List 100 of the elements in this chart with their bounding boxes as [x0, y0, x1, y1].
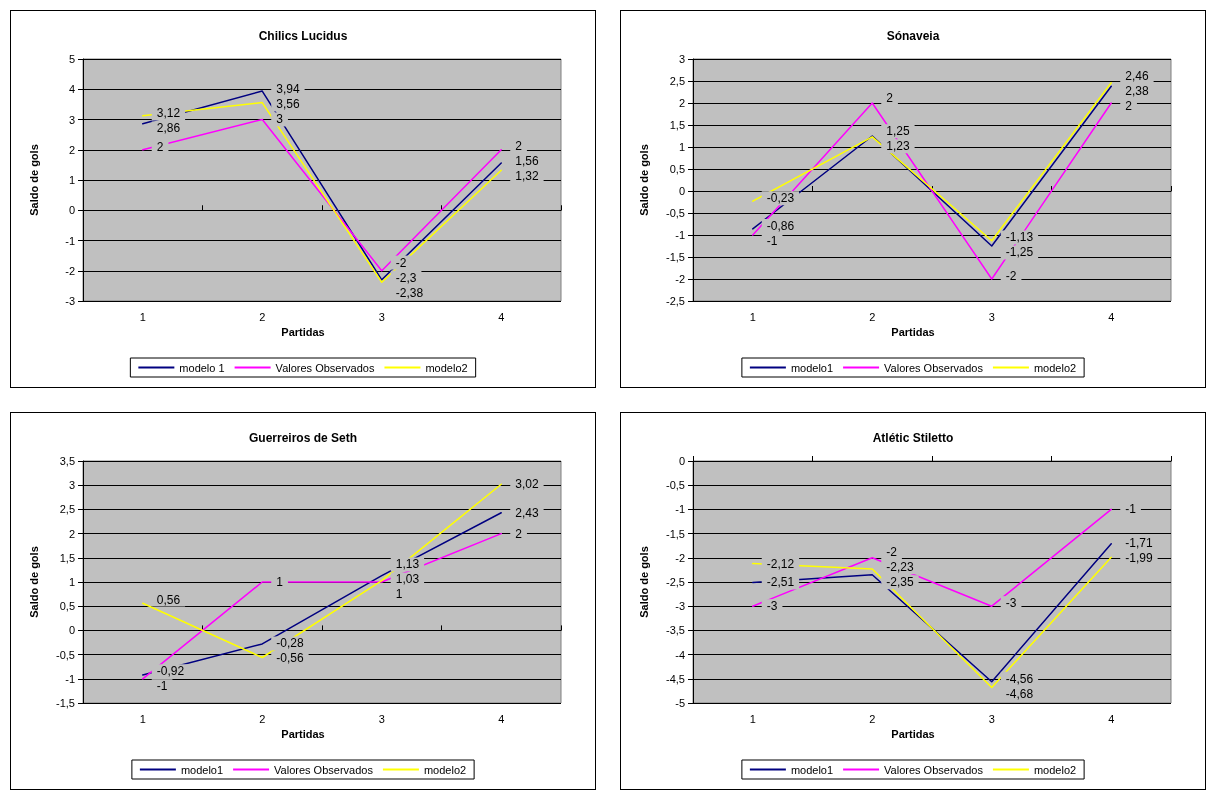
y-tick-label: -2 — [675, 551, 685, 564]
x-tick-label: 4 — [1108, 310, 1115, 323]
y-tick-label: 0 — [68, 624, 75, 637]
chart-title: Guerreiros de Seth — [248, 431, 358, 445]
data-label: 1,25 — [886, 124, 910, 139]
x-axis-title: Partidas — [891, 325, 935, 338]
y-tick-label: 3 — [68, 113, 75, 126]
x-tick-label: 2 — [869, 310, 876, 323]
data-label: 1,13 — [395, 557, 420, 572]
y-tick-label: 2,5 — [59, 503, 75, 516]
data-label: -2,38 — [395, 285, 424, 300]
y-tick-label: -2 — [675, 273, 685, 285]
data-label: 3,02 — [515, 477, 539, 492]
data-label: 1,23 — [886, 139, 910, 154]
y-tick-label: 1 — [68, 576, 75, 588]
legend-label: modelo1 — [180, 763, 224, 776]
y-tick-label: 0 — [68, 204, 75, 217]
y-tick-label: 2 — [678, 97, 685, 109]
y-tick-label: -1 — [65, 234, 75, 247]
y-tick-label: -1,5 — [666, 527, 685, 540]
y-tick-label: -0,5 — [666, 479, 685, 492]
data-label: -2,12 — [766, 556, 795, 571]
y-tick-label: 1 — [68, 174, 75, 186]
data-label: -0,23 — [766, 191, 795, 206]
x-axis-title: Partidas — [281, 727, 325, 740]
data-label: 2,86 — [156, 121, 181, 136]
data-label: -1 — [766, 233, 778, 248]
y-tick-label: 4 — [68, 83, 75, 96]
y-tick-label: -3,5 — [666, 624, 685, 637]
data-label: 1,56 — [515, 154, 539, 169]
chart-title: Sónaveia — [886, 29, 940, 43]
y-tick-label: 2 — [68, 143, 75, 156]
data-label: -1 — [1125, 501, 1137, 516]
y-tick-label: -1 — [675, 503, 685, 516]
y-tick-label: 1,5 — [669, 119, 685, 131]
data-label: 2 — [156, 140, 164, 155]
data-label: -2 — [1005, 268, 1017, 283]
y-tick-label: -5 — [675, 697, 685, 709]
y-tick-label: -4 — [675, 648, 685, 661]
data-label: -0,92 — [156, 664, 185, 679]
x-tick-label: 4 — [498, 712, 505, 725]
y-tick-label: -1,5 — [56, 697, 75, 709]
data-label: 1 — [395, 587, 403, 602]
y-tick-label: 1 — [678, 141, 685, 153]
y-axis-title: Saldo de gols — [637, 144, 650, 216]
x-tick-label: 4 — [498, 310, 505, 323]
legend-label: modelo2 — [423, 763, 467, 776]
y-tick-label: 3 — [678, 53, 685, 65]
data-label: 2,46 — [1125, 68, 1149, 83]
legend-label: modelo 1 — [179, 361, 225, 374]
x-tick-label: 1 — [139, 712, 146, 725]
y-axis-title: Saldo de gols — [27, 144, 40, 216]
data-label: -1 — [156, 679, 168, 694]
x-tick-label: 2 — [869, 712, 876, 725]
x-axis-title: Partidas — [281, 325, 325, 338]
x-tick-label: 2 — [259, 712, 266, 725]
data-label: 2,38 — [1125, 83, 1149, 98]
data-label: -1,13 — [1005, 230, 1034, 245]
x-tick-label: 3 — [988, 712, 995, 725]
data-label: 1,03 — [395, 572, 420, 587]
y-tick-label: 2,5 — [669, 75, 685, 87]
legend-label: Valores Observados — [274, 763, 374, 776]
data-label: -0,56 — [276, 651, 304, 666]
y-tick-label: -3 — [675, 600, 685, 613]
legend-label: modelo2 — [425, 361, 468, 374]
y-tick-label: -0,5 — [56, 648, 75, 661]
chart-title: Chilics Lucidus — [258, 29, 348, 43]
data-label: -4,56 — [1005, 671, 1034, 686]
y-tick-label: -2,5 — [666, 576, 685, 588]
x-tick-label: 3 — [378, 712, 385, 725]
y-tick-label: 2 — [68, 527, 75, 540]
x-tick-label: 1 — [749, 712, 756, 725]
y-tick-label: 3 — [68, 479, 75, 492]
data-label: -2,35 — [886, 575, 914, 590]
data-label: -4,68 — [1005, 686, 1034, 701]
y-tick-label: -2,5 — [666, 295, 685, 307]
x-tick-label: 3 — [378, 310, 385, 323]
y-tick-label: -3 — [65, 295, 75, 307]
data-label: -2,51 — [766, 575, 795, 590]
data-label: 2 — [515, 139, 523, 154]
legend-label: Valores Observados — [884, 763, 984, 776]
data-label: 3 — [276, 112, 284, 127]
data-label: -1,71 — [1125, 536, 1153, 551]
legend-label: modelo2 — [1033, 763, 1077, 776]
x-tick-label: 1 — [139, 310, 146, 323]
data-label: -3 — [766, 599, 778, 614]
y-axis-title: Saldo de gols — [637, 546, 650, 618]
x-tick-label: 1 — [749, 310, 756, 323]
y-tick-label: 5 — [68, 53, 75, 65]
data-label: 1,32 — [515, 169, 539, 184]
y-tick-label: 3,5 — [59, 455, 75, 467]
data-label: -2 — [886, 545, 898, 560]
data-label: 2 — [515, 526, 523, 541]
data-label: 2 — [1125, 98, 1133, 113]
data-label: -1,99 — [1125, 551, 1153, 566]
y-tick-label: 0 — [678, 455, 685, 467]
data-label: -0,28 — [276, 636, 304, 651]
x-tick-label: 2 — [259, 310, 266, 323]
data-label: -2,3 — [395, 270, 417, 285]
y-tick-label: 0,5 — [59, 600, 75, 613]
